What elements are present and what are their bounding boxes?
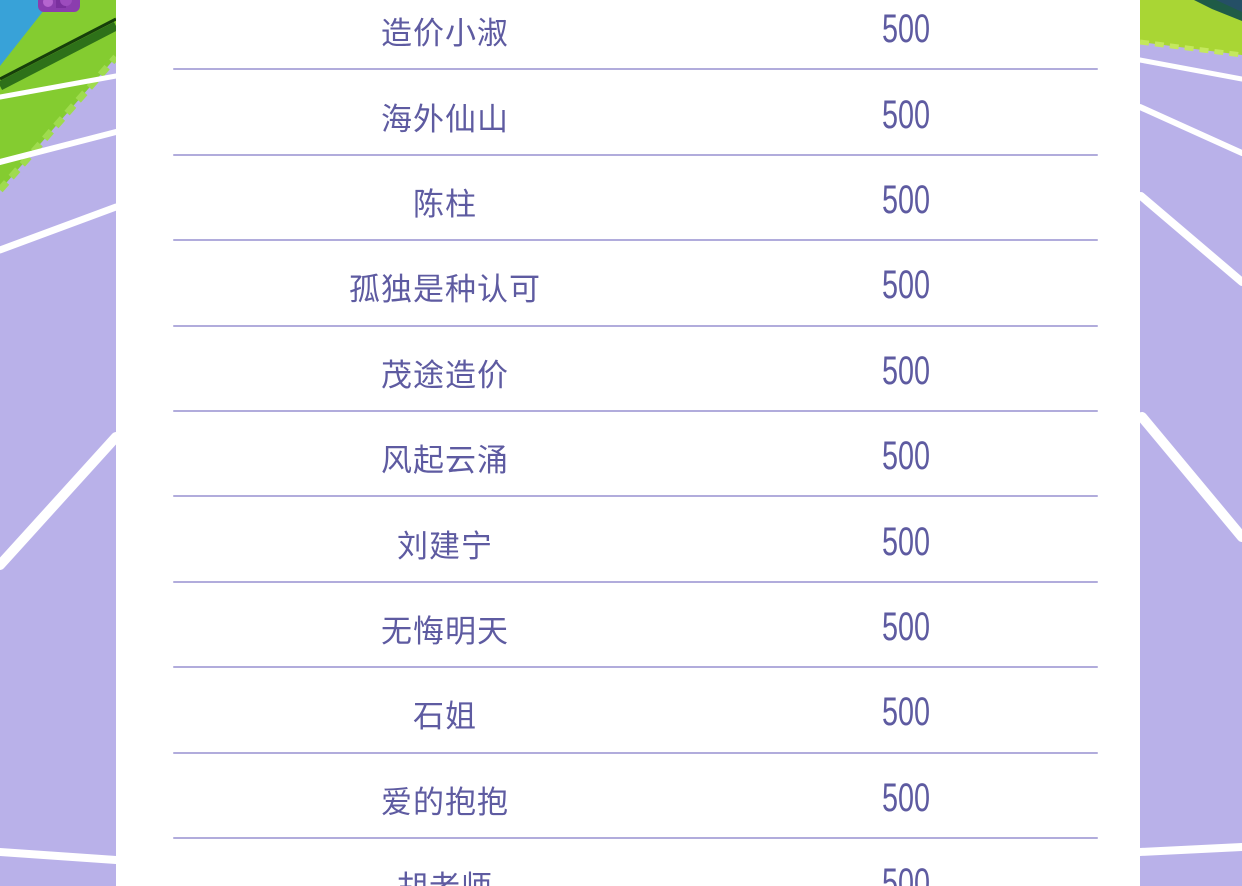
table-row: 石姐 500 — [116, 668, 1140, 754]
row-divider — [173, 666, 1098, 669]
table-row: 海外仙山 500 — [116, 70, 1140, 156]
player-score: 500 — [881, 775, 931, 820]
player-name: 风起云涌 — [381, 443, 509, 479]
player-name: 造价小淑 — [381, 16, 509, 52]
row-divider — [173, 324, 1098, 327]
table-row: 孤独是种认可 500 — [116, 241, 1140, 327]
row-divider — [173, 751, 1098, 754]
player-name: 石姐 — [413, 699, 477, 735]
player-name: 刘建宁 — [397, 528, 493, 564]
table-row: 陈柱 500 — [116, 156, 1140, 242]
table-row: 无悔明天 500 — [116, 583, 1140, 669]
player-score: 500 — [881, 7, 931, 52]
table-row: 爱的抱抱 500 — [116, 754, 1140, 839]
leaderboard-panel: 造价小淑 500 海外仙山 500 陈柱 500 孤独是种认可 500 茂途造价… — [116, 0, 1140, 886]
grass-right-fringe — [1139, 39, 1242, 58]
grass-left-fringe — [0, 54, 119, 193]
water-corner — [0, 0, 52, 66]
player-name: 胡老师 — [116, 839, 774, 886]
leaderboard-list[interactable]: 造价小淑 500 海外仙山 500 陈柱 500 孤独是种认可 500 茂途造价… — [116, 0, 1140, 886]
player-score: 500 — [881, 519, 931, 564]
row-divider — [173, 580, 1098, 583]
player-name: 爱的抱抱 — [381, 784, 509, 820]
player-score: 500 — [881, 861, 931, 886]
player-score: 500 — [881, 177, 931, 222]
table-row: 胡老师 500 — [116, 839, 1140, 886]
player-score: 500 — [881, 434, 931, 479]
row-divider — [173, 409, 1098, 412]
table-row: 茂途造价 500 — [116, 327, 1140, 412]
grass-left-dark-stripe — [0, 22, 119, 90]
table-row: 造价小淑 500 — [116, 0, 1140, 71]
purple-decoration — [38, 0, 80, 12]
lane-lines-left — [0, 73, 121, 864]
row-divider — [173, 153, 1098, 156]
grass-right — [1140, 0, 1242, 55]
hedge-corner-shadow — [1216, 0, 1242, 12]
row-divider — [173, 239, 1098, 242]
player-score: 500 — [881, 263, 931, 308]
row-divider — [173, 68, 1098, 71]
row-divider — [173, 495, 1098, 498]
player-name: 无悔明天 — [381, 613, 509, 649]
player-name: 孤独是种认可 — [349, 272, 541, 308]
row-divider — [173, 836, 1098, 839]
grass-left-dark-edge — [0, 17, 117, 81]
player-name: 陈柱 — [413, 186, 477, 222]
player-name: 茂途造价 — [381, 357, 509, 393]
grass-left — [0, 0, 116, 190]
player-score: 500 — [881, 604, 931, 649]
table-row: 风起云涌 500 — [116, 412, 1140, 498]
lane-lines-right — [1136, 57, 1242, 856]
player-name: 海外仙山 — [381, 101, 509, 137]
player-score: 500 — [881, 92, 931, 137]
player-score: 500 — [881, 348, 931, 393]
table-row: 刘建宁 500 — [116, 497, 1140, 583]
player-score: 500 — [881, 690, 931, 735]
